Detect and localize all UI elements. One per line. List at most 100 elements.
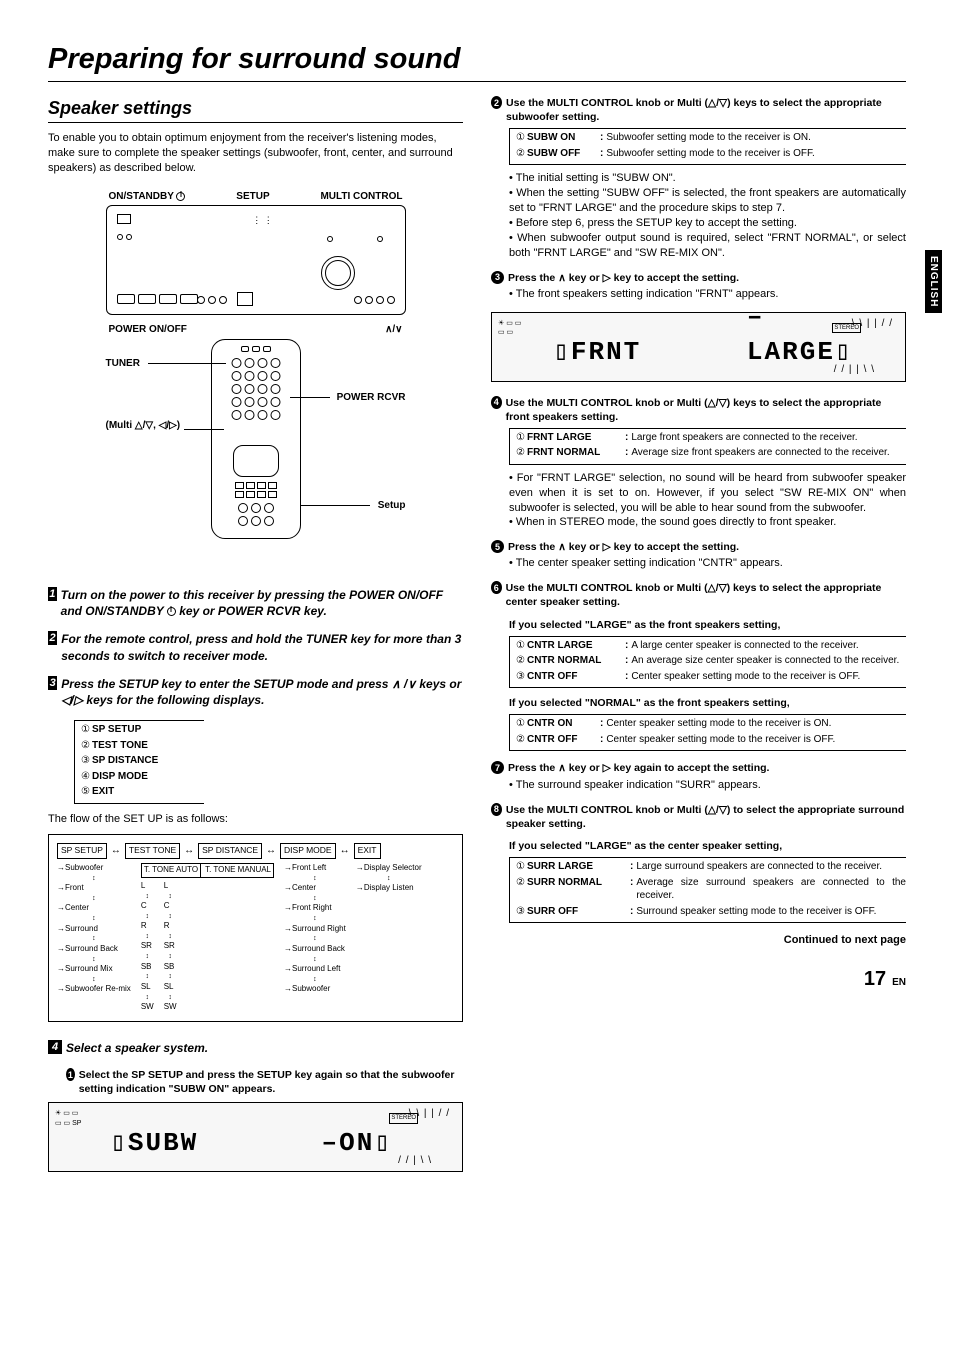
display-frnt-right: –LARGE▯ <box>747 300 853 370</box>
fc-item: L <box>141 881 154 892</box>
if-large-8: If you selected "LARGE" as the center sp… <box>509 839 906 853</box>
fc-item: →Display Selector <box>356 863 422 874</box>
fc-box: EXIT <box>354 843 381 858</box>
substep-1-text: Select the SP SETUP and press the SETUP … <box>79 1068 463 1096</box>
note-bullet: For "FRNT LARGE" selection, no sound wil… <box>509 471 906 516</box>
language-tab: ENGLISH <box>925 250 943 313</box>
rstep-3-note: The front speakers setting indication "F… <box>509 288 778 300</box>
fc-item: →Subwoofer <box>284 984 346 995</box>
step3-enum: ① SP SETUP② TEST TONE③ SP DISTANCE④ DISP… <box>74 720 204 804</box>
note-bullet: When in STEREO mode, the sound goes dire… <box>509 515 906 530</box>
def-num: ③ <box>516 905 525 919</box>
rstep-6: 6Use the MULTI CONTROL knob or Multi (△/… <box>491 581 906 751</box>
def-row: ②CNTR NORMAL:An average size center spea… <box>516 654 906 668</box>
enum-row: ① SP SETUP <box>81 723 204 737</box>
def-term: SURR LARGE <box>527 860 627 874</box>
fc-item: SW <box>141 1002 154 1013</box>
def-num: ① <box>516 717 525 731</box>
section-title: Speaker settings <box>48 96 463 123</box>
def-desc: Subwoofer setting mode to the receiver i… <box>606 147 906 161</box>
rstep-4-head: Use the MULTI CONTROL knob or Multi (△/▽… <box>506 396 906 424</box>
def-row: ①FRNT LARGE:Large front speakers are con… <box>516 431 906 445</box>
def-num: ③ <box>516 670 525 684</box>
def-term: CNTR NORMAL <box>527 654 622 668</box>
display-frnt-left: ▯FRNT <box>553 335 641 370</box>
note-bullet: Before step 6, press the SETUP key to ac… <box>509 216 906 231</box>
badge-2: 2 <box>491 96 502 109</box>
step-num-4: 4 <box>48 1040 62 1054</box>
rstep-8-head: Use the MULTI CONTROL knob or Multi (△/▽… <box>506 803 906 831</box>
def-num: ② <box>516 733 525 747</box>
rstep-6-head: Use the MULTI CONTROL knob or Multi (△/▽… <box>506 581 906 609</box>
left-step-2: 2For the remote control, press and hold … <box>48 631 463 663</box>
fc-ttone-manual: T. TONE MANUAL <box>203 864 273 877</box>
rstep-3: 3Press the ∧ key or ▷ key to accept the … <box>491 271 906 302</box>
def-term: SUBW ON <box>527 131 597 145</box>
def-desc: Center speaker setting mode to the recei… <box>606 733 906 747</box>
label-poweronoff: POWER ON/OFF <box>109 323 187 337</box>
badge-3: 3 <box>491 271 504 284</box>
def-num: ② <box>516 147 525 161</box>
def-row: ②SUBW OFF:Subwoofer setting mode to the … <box>516 147 906 161</box>
note-bullet: When the setting "SUBW OFF" is selected,… <box>509 186 906 216</box>
receiver-bottom-labels: POWER ON/OFF ∧/∨ <box>101 323 411 337</box>
def-desc: Large front speakers are connected to th… <box>631 431 906 445</box>
fc-item: →Surround Left <box>284 964 346 975</box>
step-num: 1 <box>48 587 57 601</box>
note-bullet: When subwoofer output sound is required,… <box>509 231 906 261</box>
label-powerrcvr: POWER RCVR <box>337 391 406 405</box>
fc-box: SP SETUP <box>57 843 107 858</box>
def-desc: Surround speaker setting mode to the rec… <box>636 905 906 919</box>
label-tuner: TUNER <box>106 357 140 371</box>
page-lang: EN <box>892 976 906 990</box>
def-num: ① <box>516 131 525 145</box>
badge-5: 5 <box>491 540 504 553</box>
def-num: ② <box>516 446 525 460</box>
fc-item: →Surround Back <box>284 944 346 955</box>
fc-item: →Front <box>57 883 131 894</box>
def-term: CNTR OFF <box>527 733 597 747</box>
enum-row: ② TEST TONE <box>81 739 204 753</box>
badge-4: 4 <box>491 396 502 409</box>
def-num: ② <box>516 876 525 903</box>
display-subw-right: –ON▯ <box>322 1126 392 1161</box>
rstep-7-head: Press the ∧ key or ▷ key again to accept… <box>508 761 769 775</box>
def-term: SURR NORMAL <box>527 876 627 903</box>
step-text: Turn on the power to this receiver by pr… <box>61 587 463 619</box>
label-updown: ∧/∨ <box>385 323 402 337</box>
fc-item: →Subwoofer Re-mix <box>57 984 131 995</box>
intro-text: To enable you to obtain optimum enjoymen… <box>48 131 463 176</box>
power-icon <box>176 192 185 201</box>
fc-box: TEST TONE <box>125 843 180 858</box>
rstep-2-head: Use the MULTI CONTROL knob or Multi (△/▽… <box>506 96 906 124</box>
fc-item: L <box>164 881 177 892</box>
display-subw-left: ▯SUBW <box>110 1126 198 1161</box>
label-multi: MULTI CONTROL <box>320 190 402 204</box>
rstep-4: 4 Use the MULTI CONTROL knob or Multi (△/… <box>491 396 906 531</box>
def-term: FRNT NORMAL <box>527 446 622 460</box>
def-desc: Center speaker setting mode to the recei… <box>631 670 906 684</box>
fc-item: →Surround Right <box>284 924 346 935</box>
display-frnt: ☀ ▭ ▭▭ ▭ ▯FRNT STEREO \ \ | | / / –LARGE… <box>491 312 906 382</box>
def-term: SUBW OFF <box>527 147 597 161</box>
def-desc: A large center speaker is connected to t… <box>631 639 906 653</box>
if-normal-6: If you selected "NORMAL" as the front sp… <box>509 696 906 710</box>
def-term: SURR OFF <box>527 905 627 919</box>
def-row: ②CNTR OFF:Center speaker setting mode to… <box>516 733 906 747</box>
def-term: CNTR LARGE <box>527 639 622 653</box>
receiver-diagram: ⋮ ⋮ <box>106 205 406 315</box>
receiver-top-labels: ON/STANDBY SETUP MULTI CONTROL <box>101 190 411 204</box>
fc-item: SB <box>141 962 154 973</box>
left-column: Speaker settings To enable you to obtain… <box>48 96 463 1186</box>
enum-row: ⑤ EXIT <box>81 785 204 799</box>
left-step-4: 4 Select a speaker system. <box>48 1040 463 1056</box>
def-row: ②SURR NORMAL:Average size surround speak… <box>516 876 906 903</box>
fc-ttone-auto: T. TONE AUTO <box>142 864 201 877</box>
def-desc: Average size surround speakers are conne… <box>636 876 906 903</box>
badge-8: 8 <box>491 803 502 816</box>
def-row: ③SURR OFF:Surround speaker setting mode … <box>516 905 906 919</box>
power-icon <box>167 607 176 616</box>
rstep-5-note: The center speaker setting indication "C… <box>509 557 783 569</box>
continued-next: Continued to next page <box>491 933 906 948</box>
def-row: ③CNTR OFF:Center speaker setting mode to… <box>516 670 906 684</box>
